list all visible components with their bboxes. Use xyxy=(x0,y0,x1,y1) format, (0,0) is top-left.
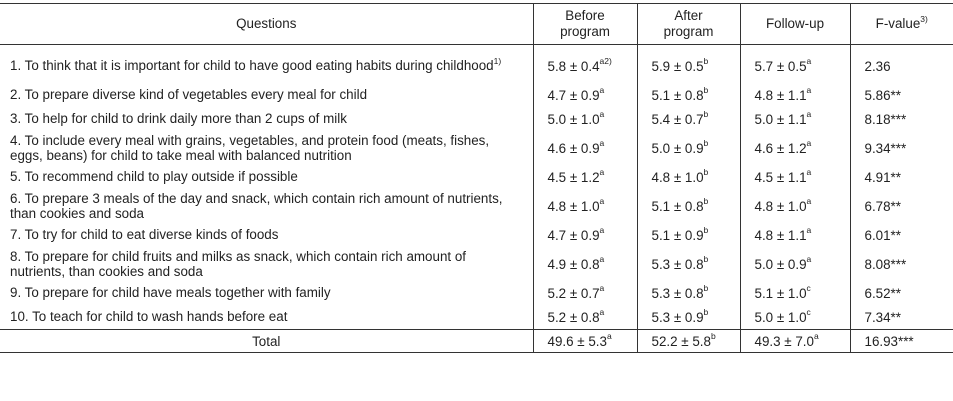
after-cell: 5.0 ± 0.9b xyxy=(637,131,741,165)
followup-cell: 5.0 ± 1.1a xyxy=(740,107,851,131)
table-row: 5. To recommend child to play outside if… xyxy=(0,165,953,189)
header-before-program: Before program xyxy=(533,3,638,45)
table-row: 2. To prepare diverse kind of vegetables… xyxy=(0,83,953,107)
table-row: 7. To try for child to eat diverse kinds… xyxy=(0,223,953,247)
before-cell: 4.7 ± 0.9a xyxy=(533,83,638,107)
question-cell: 1. To think that it is important for chi… xyxy=(0,44,534,83)
table-row: 10. To teach for child to wash hands bef… xyxy=(0,305,953,330)
table-row: 4. To include every meal with grains, ve… xyxy=(0,131,953,165)
followup-cell: 4.8 ± 1.0a xyxy=(740,189,851,223)
total-after-cell: 52.2 ± 5.8b xyxy=(637,329,741,353)
followup-cell: 5.0 ± 1.0c xyxy=(740,305,851,330)
after-cell: 5.3 ± 0.8b xyxy=(637,247,741,281)
question-cell: 2. To prepare diverse kind of vegetables… xyxy=(0,83,534,107)
question-cell: 7. To try for child to eat diverse kinds… xyxy=(0,223,534,247)
total-row: Total 49.6 ± 5.3a 52.2 ± 5.8b 49.3 ± 7.0… xyxy=(0,329,953,353)
fvalue-cell: 4.91** xyxy=(864,169,901,185)
before-cell: 4.9 ± 0.8a xyxy=(533,247,638,281)
total-fvalue-cell: 16.93*** xyxy=(850,329,953,353)
question-cell: 8. To prepare for child fruits and milks… xyxy=(0,247,534,281)
table-row: 6. To prepare 3 meals of the day and sna… xyxy=(0,189,953,223)
header-f-value: F-value3) xyxy=(850,3,953,45)
after-cell: 4.8 ± 1.0b xyxy=(637,165,741,189)
followup-cell: 5.1 ± 1.0c xyxy=(740,281,851,305)
table-row: 9. To prepare for child have meals toget… xyxy=(0,281,953,305)
table-row: 1. To think that it is important for chi… xyxy=(0,44,953,83)
after-cell: 5.9 ± 0.5b xyxy=(637,44,741,83)
fvalue-cell: 6.52** xyxy=(864,285,901,301)
after-cell: 5.1 ± 0.9b xyxy=(637,223,741,247)
fvalue-cell: 5.86** xyxy=(864,87,901,103)
header-questions: Questions xyxy=(0,3,534,45)
followup-cell: 5.7 ± 0.5a xyxy=(740,44,851,83)
after-cell: 5.1 ± 0.8b xyxy=(637,83,741,107)
total-before-cell: 49.6 ± 5.3a xyxy=(533,329,638,353)
fvalue-cell: 9.34*** xyxy=(864,140,907,156)
after-cell: 5.1 ± 0.8b xyxy=(637,189,741,223)
before-cell: 5.2 ± 0.7a xyxy=(533,281,638,305)
before-cell: 4.6 ± 0.9a xyxy=(533,131,638,165)
fvalue-cell: 6.78** xyxy=(864,198,901,214)
header-follow-up: Follow-up xyxy=(740,3,851,45)
followup-cell: 4.6 ± 1.2a xyxy=(740,131,851,165)
question-cell: 10. To teach for child to wash hands bef… xyxy=(0,305,534,330)
before-cell: 5.8 ± 0.4a2) xyxy=(533,44,638,83)
question-cell: 6. To prepare 3 meals of the day and sna… xyxy=(0,189,534,223)
question-cell: 4. To include every meal with grains, ve… xyxy=(0,131,534,165)
fvalue-cell: 8.08*** xyxy=(864,256,907,272)
table-row: 8. To prepare for child fruits and milks… xyxy=(0,247,953,281)
question-cell: 9. To prepare for child have meals toget… xyxy=(0,281,534,305)
after-cell: 5.3 ± 0.8b xyxy=(637,281,741,305)
before-cell: 4.7 ± 0.9a xyxy=(533,223,638,247)
total-followup-cell: 49.3 ± 7.0a xyxy=(740,329,851,353)
after-cell: 5.4 ± 0.7b xyxy=(637,107,741,131)
total-label: Total xyxy=(0,329,534,353)
question-cell: 3. To help for child to drink daily more… xyxy=(0,107,534,131)
fvalue-cell: 7.34** xyxy=(864,309,901,325)
before-cell: 4.8 ± 1.0a xyxy=(533,189,638,223)
after-cell: 5.3 ± 0.9b xyxy=(637,305,741,330)
followup-cell: 4.8 ± 1.1a xyxy=(740,83,851,107)
before-cell: 5.0 ± 1.0a xyxy=(533,107,638,131)
header-row: Questions Before program After program Fol… xyxy=(0,3,953,45)
table-row: 3. To help for child to drink daily more… xyxy=(0,107,953,131)
before-cell: 4.5 ± 1.2a xyxy=(533,165,638,189)
followup-cell: 4.5 ± 1.1a xyxy=(740,165,851,189)
followup-cell: 4.8 ± 1.1a xyxy=(740,223,851,247)
before-cell: 5.2 ± 0.8a xyxy=(533,305,638,330)
fvalue-cell: 2.36 xyxy=(864,58,891,74)
header-after-program: After program xyxy=(637,3,741,45)
results-table: Questions Before program After program Fol… xyxy=(0,3,953,353)
fvalue-cell: 6.01** xyxy=(864,227,901,243)
question-cell: 5. To recommend child to play outside if… xyxy=(0,165,534,189)
fvalue-cell: 8.18*** xyxy=(864,111,907,127)
followup-cell: 5.0 ± 0.9a xyxy=(740,247,851,281)
